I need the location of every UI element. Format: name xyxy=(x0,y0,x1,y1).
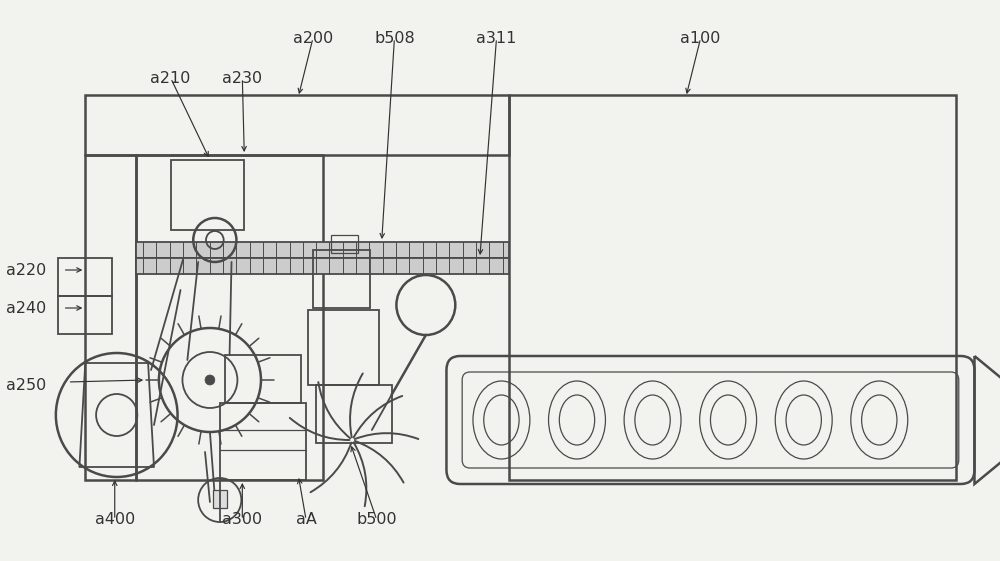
Bar xyxy=(316,385,392,443)
Text: a230: a230 xyxy=(222,71,262,85)
Text: a240: a240 xyxy=(6,301,46,315)
Text: b508: b508 xyxy=(374,30,415,45)
Bar xyxy=(171,160,244,230)
Circle shape xyxy=(205,375,215,385)
Bar xyxy=(136,258,509,274)
Bar xyxy=(136,155,323,480)
Bar xyxy=(85,155,136,480)
Text: a311: a311 xyxy=(476,30,517,45)
Bar xyxy=(220,403,306,480)
Bar xyxy=(331,235,358,253)
Bar xyxy=(85,95,509,155)
Bar xyxy=(313,250,370,308)
Text: a300: a300 xyxy=(222,513,262,527)
Text: a400: a400 xyxy=(95,513,135,527)
Text: aA: aA xyxy=(296,513,317,527)
Bar xyxy=(509,95,956,480)
Bar xyxy=(136,242,509,258)
Bar xyxy=(213,490,227,508)
Text: a210: a210 xyxy=(150,71,191,85)
Text: a200: a200 xyxy=(293,30,333,45)
Bar xyxy=(58,296,112,334)
Bar xyxy=(58,258,112,296)
Text: a250: a250 xyxy=(6,378,46,393)
Text: b500: b500 xyxy=(356,513,397,527)
Bar xyxy=(308,310,379,385)
Text: a220: a220 xyxy=(6,263,46,278)
Bar xyxy=(225,355,301,403)
Text: a100: a100 xyxy=(680,30,721,45)
